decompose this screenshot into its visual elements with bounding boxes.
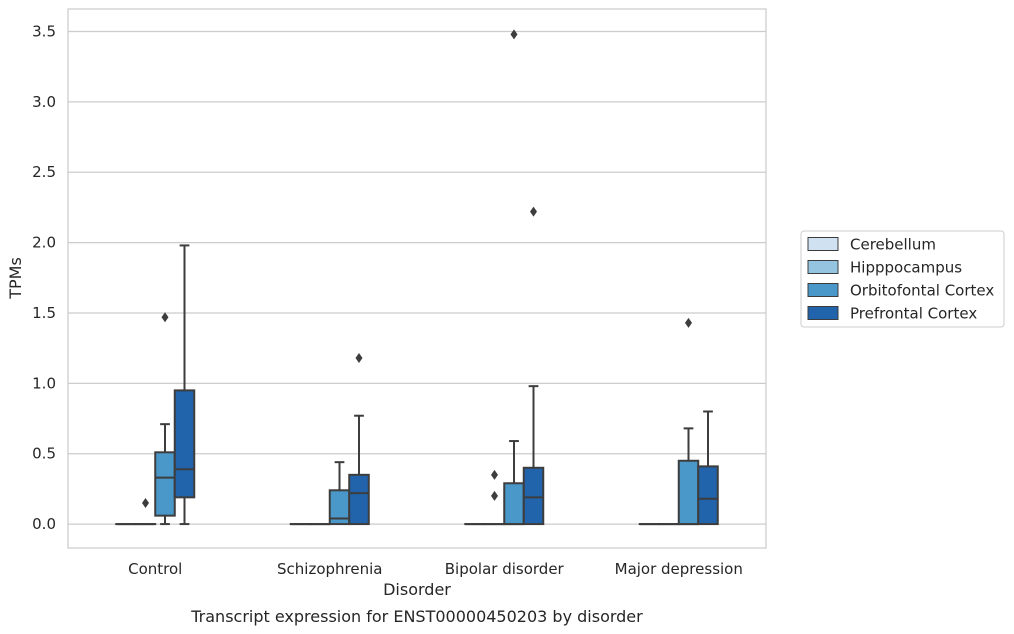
legend: Cerebellum Hipppocampus Orbitofontal Corte… [800,230,1005,328]
y-tick-label: 2.0 [32,234,56,252]
x-tick-label: Bipolar disorder [445,560,565,578]
y-tick-label: 3.0 [32,93,56,111]
box-orbitofontal-cortex [503,29,525,526]
legend-frame [800,230,1005,328]
box-prefrontal-cortex [697,410,719,526]
x-tick-label: Control [128,560,182,578]
x-tick-label: Schizophrenia [277,560,382,578]
y-axis-label: TPMs [6,257,25,300]
outlier-point [142,497,149,508]
x-axis-ticks: Control Schizophrenia Bipolar disorder Majo… [128,560,743,578]
outlier-point [510,29,518,40]
chart-caption: Transcript expression for ENST0000045020… [190,607,643,626]
box-plot-series [115,29,719,526]
legend-label: Cerebellum [850,236,936,254]
y-axis-ticks: 0.0 0.5 1.0 1.5 2.0 2.5 3.0 3.5 [32,23,56,534]
box-iqr [173,389,196,499]
box-iqr [677,459,700,526]
box-iqr [697,465,719,526]
legend-swatch [807,306,839,320]
y-tick-label: 1.0 [32,374,56,392]
legend-label: Orbitofontal Cortex [850,282,994,300]
y-tick-label: 0.0 [32,515,56,533]
plot-area-frame [67,8,767,549]
box-prefrontal-cortex [173,244,196,526]
outlier-point [491,469,498,480]
box-iqr [348,473,370,526]
box-orbitofontal-cortex [328,461,351,526]
outlier-point [355,353,363,364]
y-tick-label: 3.5 [32,23,56,41]
box-hipppocampus [134,497,157,526]
x-axis-label: Disorder [383,580,451,599]
y-tick-label: 2.5 [32,163,56,181]
legend-swatch [807,237,839,251]
box-prefrontal-cortex [522,206,545,526]
box-orbitofontal-cortex [154,312,176,526]
legend-swatch [807,260,839,274]
box-iqr [503,482,525,526]
box-iqr [154,451,176,517]
legend-swatch [807,283,839,297]
x-tick-label: Major depression [615,560,743,578]
outlier-point [491,490,498,501]
box-iqr [522,466,545,526]
box-prefrontal-cortex [348,353,370,526]
legend-label: Prefrontal Cortex [850,305,977,323]
y-tick-label: 0.5 [32,445,56,463]
outlier-point [161,312,169,323]
outlier-point [685,317,692,328]
outlier-point [530,206,537,217]
legend-label: Hipppocampus [850,259,962,277]
y-tick-label: 1.5 [32,304,56,322]
